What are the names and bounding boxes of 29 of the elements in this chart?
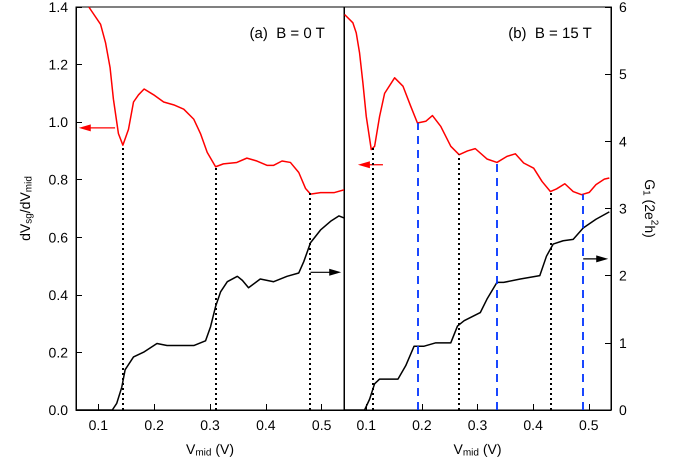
- x-tick-label: 0.5: [579, 417, 599, 433]
- text: (b) B = 15 T: [508, 25, 592, 42]
- y2-tick-label: 2: [619, 268, 627, 284]
- y-axis-title: dVsg/dVmid: [17, 176, 34, 241]
- y2-tick-label: 5: [619, 66, 627, 82]
- x-tick-label: 0.1: [356, 417, 376, 433]
- y2-tick-label: 6: [619, 0, 627, 15]
- x-tick-label: 0.4: [523, 417, 544, 433]
- y-tick-label: 0.2: [48, 344, 68, 360]
- x-tick-label: 0.1: [88, 417, 108, 433]
- x-tick-label: 0.4: [256, 417, 276, 433]
- y-tick-label: 1.2: [48, 56, 68, 73]
- text: (a) B = 0 T: [250, 25, 325, 42]
- x-tick-label: 0.2: [144, 417, 164, 433]
- x-tick-label: 0.3: [200, 417, 220, 433]
- y-tick-label: 1.0: [48, 114, 68, 130]
- y-tick-label: 1.4: [48, 0, 68, 15]
- y-tick-label: 0.0: [48, 402, 68, 418]
- y-tick-label: 0.4: [48, 286, 68, 303]
- y2-tick-label: 4: [619, 133, 627, 150]
- y-tick-label: 0.6: [48, 229, 68, 246]
- x-tick-label: 0.3: [468, 417, 488, 433]
- y2-axis-title: G1 (2e2h): [640, 179, 660, 238]
- x-tick-label: 0.5: [312, 417, 332, 433]
- y-tick-label: 0.8: [48, 172, 68, 188]
- x-tick-label: 0.2: [412, 417, 432, 433]
- y2-tick-label: 3: [619, 200, 627, 216]
- y2-tick-label: 0: [619, 402, 627, 418]
- y2-tick-label: 1: [619, 334, 627, 351]
